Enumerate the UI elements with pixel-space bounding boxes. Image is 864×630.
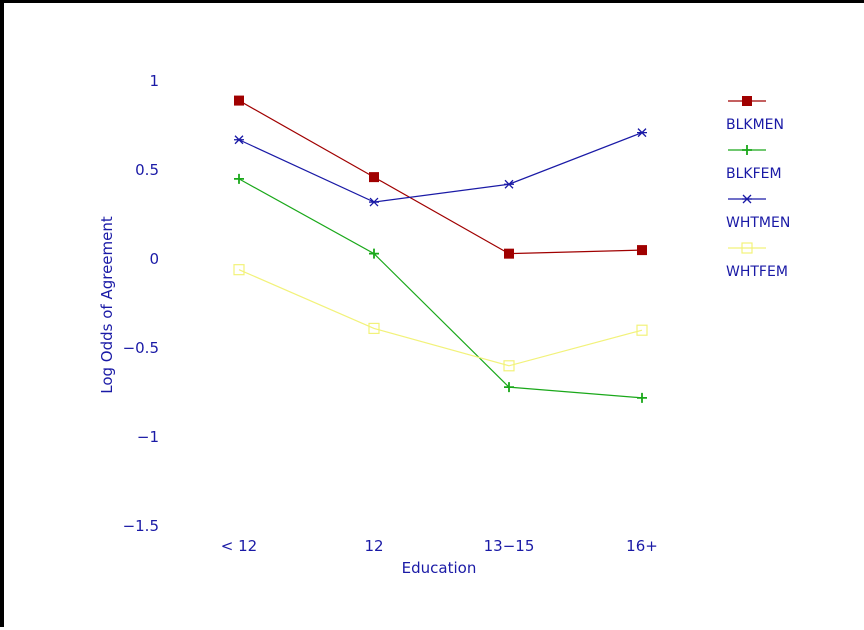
series-blkmen: [234, 95, 647, 259]
legend-marker: [742, 96, 752, 106]
y-tick-label: 0.5: [135, 161, 159, 179]
legend-item: BLKMEN: [726, 96, 784, 133]
legend-item: BLKFEM: [726, 145, 782, 182]
legend-marker: [742, 145, 752, 155]
data-point-marker: [369, 248, 379, 259]
series-line: [238, 269, 643, 367]
data-point-marker: [636, 324, 648, 336]
y-tick-label: −1: [137, 428, 159, 446]
legend: BLKMEN BLKFEM WHTMEN WHTFEM: [726, 96, 790, 280]
data-point-marker: [637, 128, 647, 138]
legend-item: WHTMEN: [726, 194, 790, 231]
legend-label: BLKMEN: [726, 117, 784, 133]
data-point-marker: [368, 322, 380, 335]
series-line: [238, 178, 643, 399]
legend-item: WHTFEM: [726, 242, 788, 280]
series-line: [238, 100, 643, 255]
legend-marker: [742, 194, 752, 204]
y-axis-ticks: 1 0.5 0 −0.5 −1 −1.5: [123, 72, 159, 535]
legend-marker: [741, 242, 753, 254]
data-point-marker: [503, 360, 515, 372]
x-tick-label: < 12: [221, 537, 257, 555]
data-point-marker: [234, 95, 244, 106]
data-point-marker: [234, 135, 244, 145]
x-tick-label: 16+: [626, 537, 658, 555]
legend-label: WHTFEM: [726, 264, 788, 280]
series-layer: [233, 95, 648, 403]
data-point-marker: [234, 173, 244, 184]
y-tick-label: 0: [149, 250, 159, 268]
x-tick-label: 13−15: [484, 537, 535, 555]
data-point-marker: [504, 179, 514, 189]
legend-label: WHTMEN: [726, 215, 790, 231]
y-tick-label: 1: [149, 72, 159, 90]
data-point-marker: [504, 382, 514, 393]
data-point-marker: [504, 248, 514, 259]
legend-label: BLKFEM: [726, 166, 782, 182]
x-tick-label: 12: [364, 537, 383, 555]
series-blkfem: [234, 173, 647, 403]
data-point-marker: [233, 264, 245, 276]
series-whtmen: [234, 128, 647, 207]
line-chart: 1 0.5 0 −0.5 −1 −1.5 < 12 12 13−15 16+ Log Odds …: [98, 72, 790, 577]
series-line: [238, 132, 643, 203]
x-axis-label: Education: [402, 559, 477, 577]
data-point-marker: [369, 172, 379, 183]
x-axis-ticks: < 12 12 13−15 16+: [221, 537, 658, 555]
data-point-marker: [637, 245, 647, 256]
data-point-marker: [369, 197, 379, 207]
y-axis-label: Log Odds of Agreement: [98, 216, 116, 394]
y-tick-label: −0.5: [123, 339, 159, 357]
data-point-marker: [637, 392, 647, 403]
series-whtfem: [233, 264, 648, 372]
y-tick-label: −1.5: [123, 517, 159, 535]
